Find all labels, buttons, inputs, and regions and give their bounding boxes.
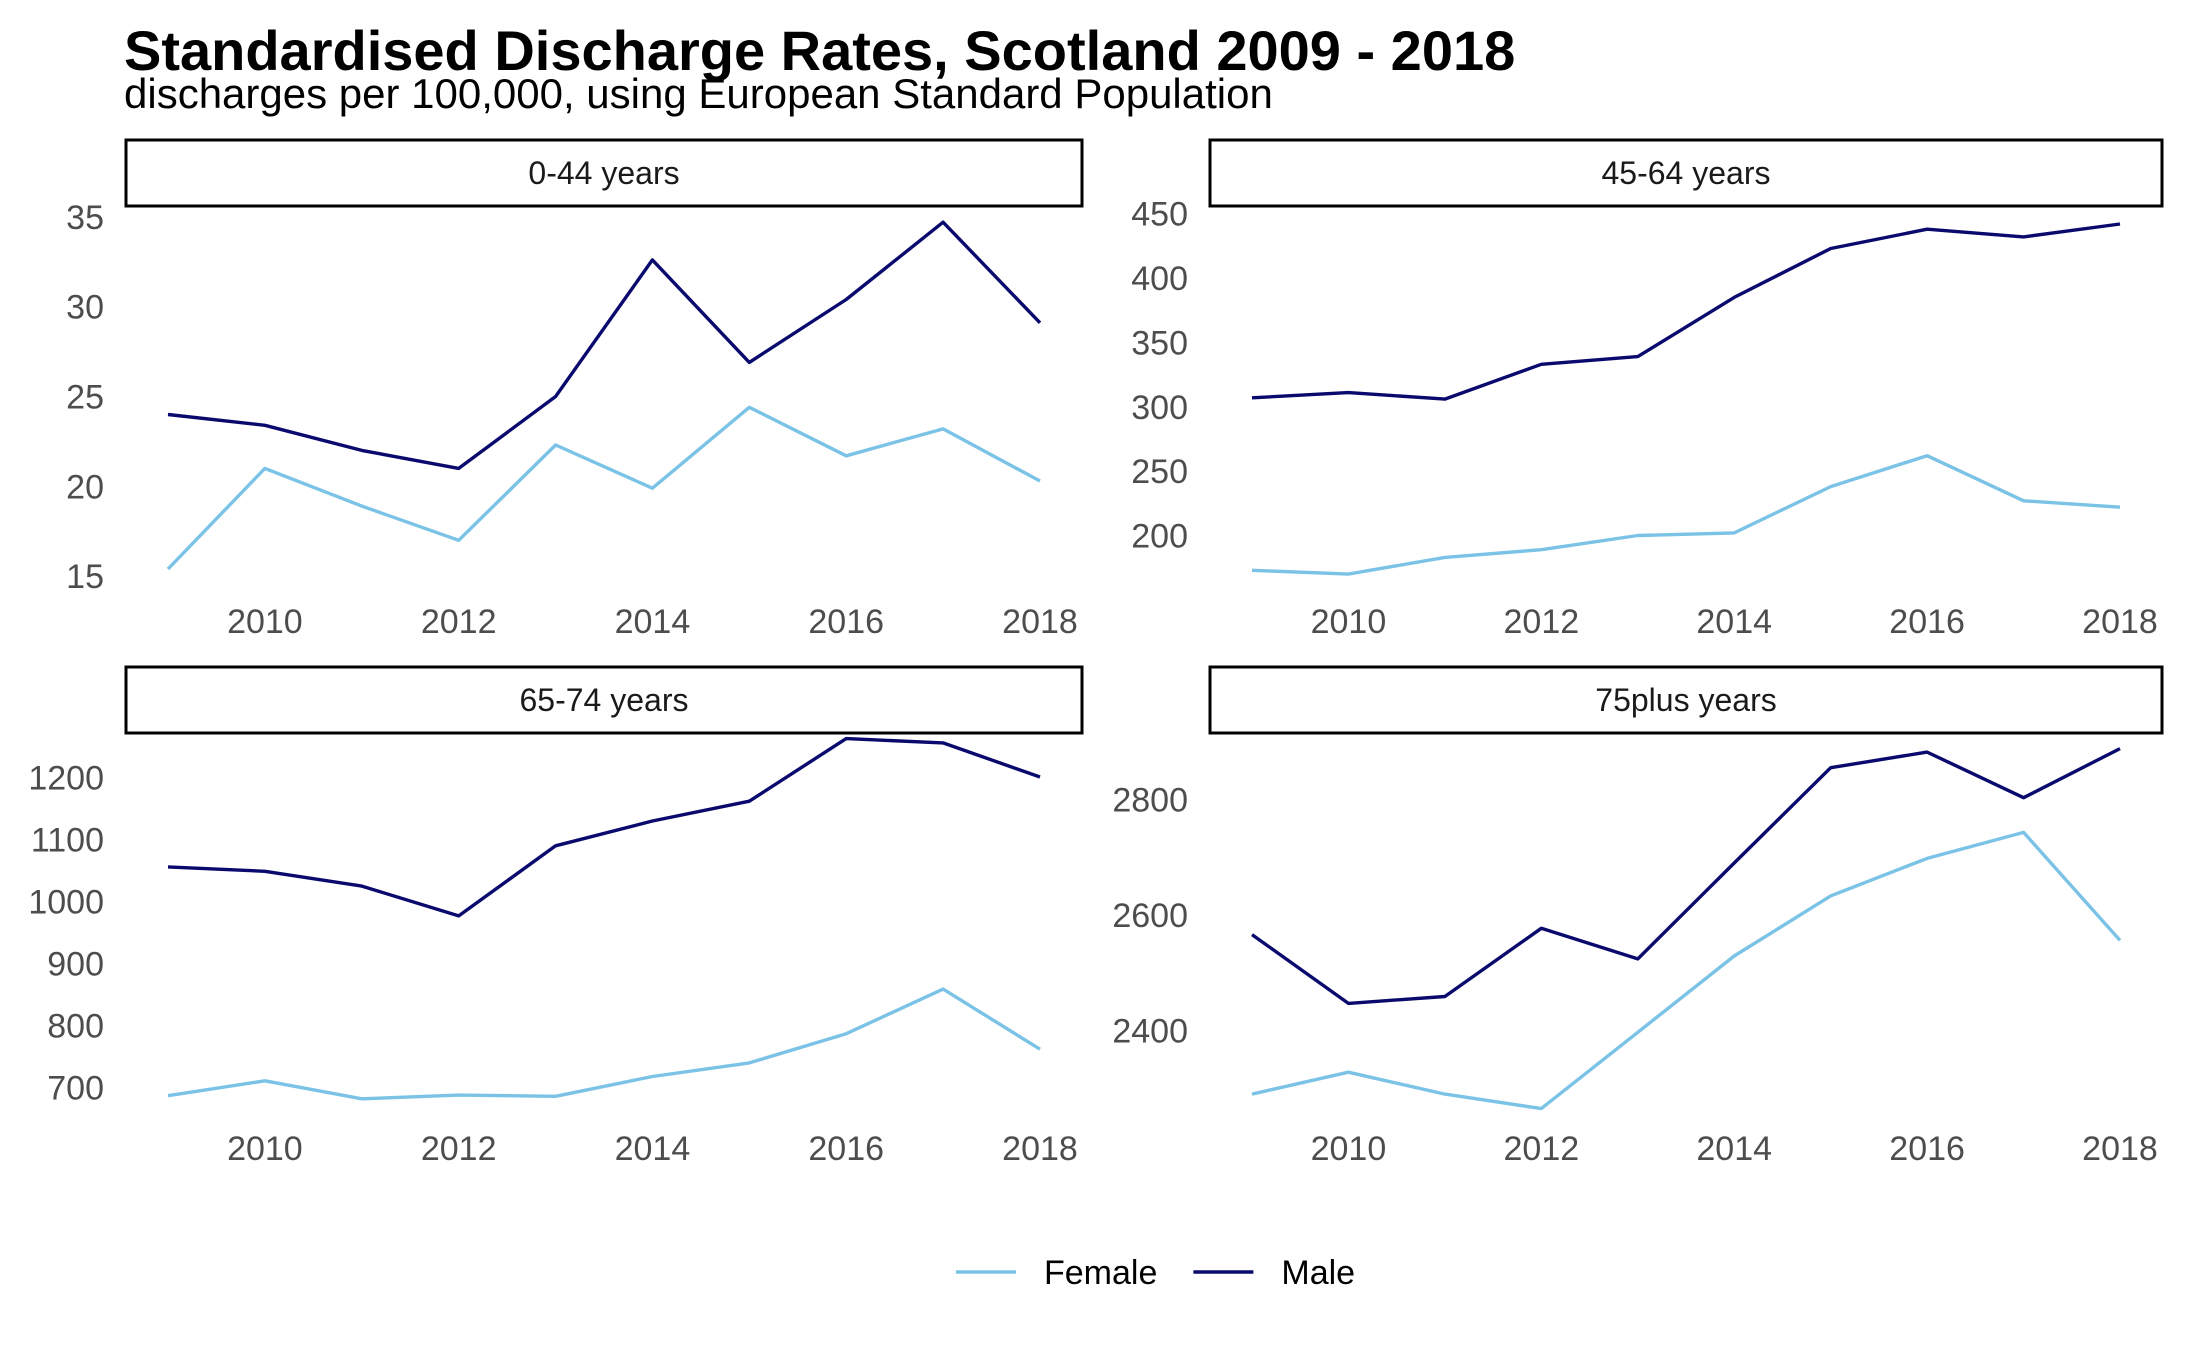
y-tick-label: 700 xyxy=(47,1070,104,1108)
x-tick-label: 2012 xyxy=(421,603,497,641)
x-tick-label: 2010 xyxy=(227,603,303,641)
y-tick-label: 1100 xyxy=(31,822,104,860)
x-tick-label: 2014 xyxy=(1696,1130,1772,1168)
x-tick-label: 2016 xyxy=(808,603,884,641)
x-tick-label: 2014 xyxy=(1696,603,1772,641)
legend-item-female: Female xyxy=(956,1254,1157,1292)
facet-strip xyxy=(1208,138,2164,208)
y-tick-label: 350 xyxy=(1131,324,1188,362)
y-tick-label: 800 xyxy=(47,1008,104,1046)
facet-label: 75plus years xyxy=(1595,682,1776,718)
x-tick-label: 2014 xyxy=(615,603,691,641)
panel-3: 65-74 years 700 800 900 1000 1100 1200 2010 2012… xyxy=(28,665,1084,1168)
y-tick-label: 300 xyxy=(1131,389,1188,427)
facet-label: 0-44 years xyxy=(528,155,679,191)
x-tick-label: 2014 xyxy=(615,1130,691,1168)
facet-strip xyxy=(1208,665,2164,735)
legend-label: Female xyxy=(1044,1254,1157,1292)
y-tick-label: 900 xyxy=(47,946,104,984)
facet-strip xyxy=(124,665,1084,735)
panel-4: 75plus years 2400 2600 2800 2010 2012 2014 2016… xyxy=(1112,665,2164,1168)
y-tick-label: 1200 xyxy=(28,760,104,798)
chart-subtitle: discharges per 100,000, using European S… xyxy=(124,70,1273,117)
y-tick-label: 20 xyxy=(66,468,104,506)
y-tick-label: 450 xyxy=(1131,196,1188,234)
series-line-male xyxy=(167,736,1041,918)
series-line-female xyxy=(166,405,1041,571)
panel-1: 0-44 years 15 20 25 30 35 2010 2012 2014 2016 2018 xyxy=(66,138,1084,641)
facet-panels: 0-44 years 15 20 25 30 35 2010 2012 2014 2016 2018… xyxy=(28,138,2164,1168)
y-tick-label: 25 xyxy=(66,379,104,417)
y-tick-label: 200 xyxy=(1131,518,1188,556)
x-tick-label: 2018 xyxy=(2082,603,2158,641)
y-tick-label: 400 xyxy=(1131,260,1188,298)
x-tick-label: 2012 xyxy=(421,1130,497,1168)
x-tick-label: 2016 xyxy=(1889,603,1965,641)
panel-2: 45-64 years 200 250 300 350 400 450 2010 2012 201… xyxy=(1131,138,2164,641)
x-tick-label: 2016 xyxy=(1889,1130,1965,1168)
legend-item-male: Male xyxy=(1193,1254,1355,1292)
x-tick-label: 2012 xyxy=(1504,1130,1580,1168)
series-line-male xyxy=(167,220,1042,471)
series-line-female xyxy=(1251,830,2122,1111)
y-tick-label: 35 xyxy=(66,199,104,237)
chart-title: Standardised Discharge Rates, Scotland 2… xyxy=(124,19,1515,82)
series-line-male xyxy=(1251,222,2121,401)
x-tick-label: 2012 xyxy=(1504,603,1580,641)
series-line-female xyxy=(1251,454,2121,576)
x-tick-label: 2010 xyxy=(227,1130,303,1168)
facet-label: 65-74 years xyxy=(520,682,689,718)
y-tick-label: 2800 xyxy=(1112,781,1188,819)
facet-strip xyxy=(124,138,1084,208)
x-tick-label: 2018 xyxy=(1002,1130,1078,1168)
legend: Female Male xyxy=(956,1254,1355,1292)
y-tick-label: 250 xyxy=(1131,453,1188,491)
x-tick-label: 2010 xyxy=(1311,603,1387,641)
series-line-female xyxy=(167,987,1041,1101)
y-tick-label: 2400 xyxy=(1112,1013,1188,1051)
y-tick-label: 1000 xyxy=(28,884,104,922)
x-tick-label: 2010 xyxy=(1311,1130,1387,1168)
y-tick-label: 15 xyxy=(66,558,104,596)
y-tick-label: 2600 xyxy=(1112,897,1188,935)
y-tick-label: 30 xyxy=(66,289,104,327)
x-tick-label: 2018 xyxy=(2082,1130,2158,1168)
x-tick-label: 2016 xyxy=(808,1130,884,1168)
legend-label: Male xyxy=(1281,1254,1355,1292)
series-line-male xyxy=(1251,747,2121,1006)
facet-label: 45-64 years xyxy=(1602,155,1771,191)
x-tick-label: 2018 xyxy=(1002,603,1078,641)
